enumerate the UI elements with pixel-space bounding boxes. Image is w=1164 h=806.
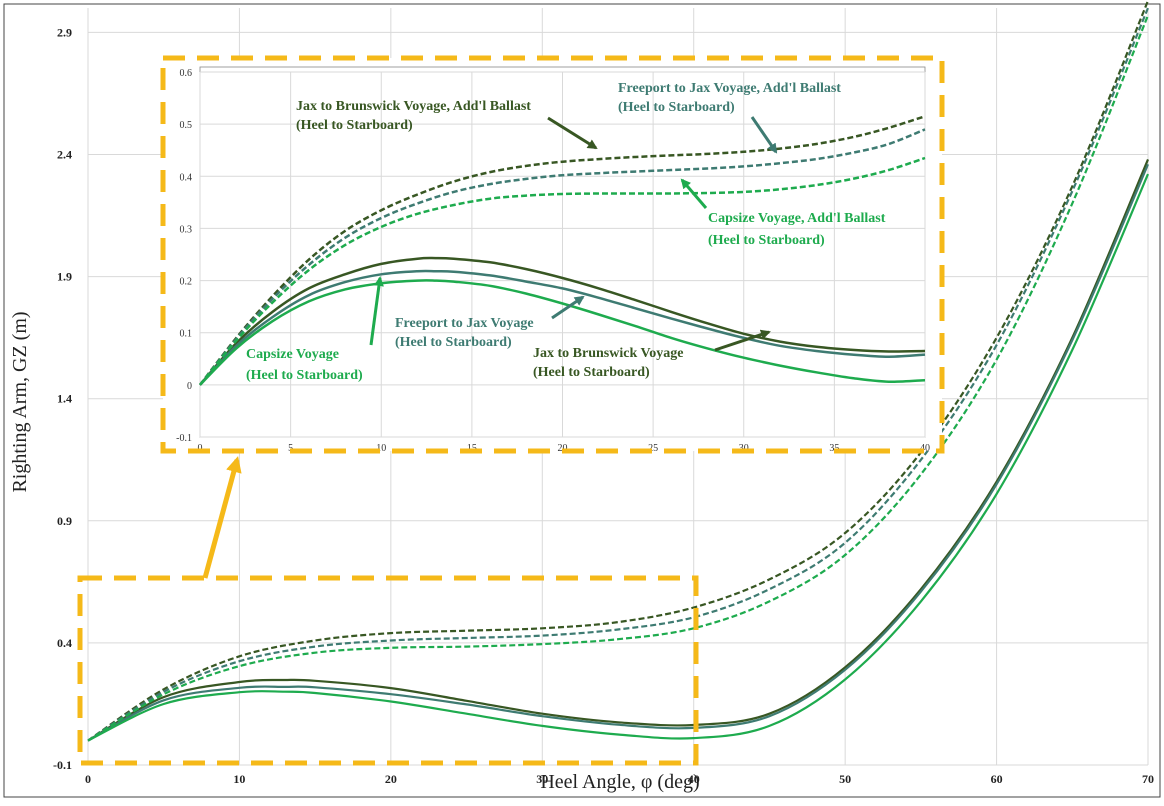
annotation-freeport: Freeport to Jax Voyage (Heel to Starboar… bbox=[395, 295, 585, 350]
annotation-jax-arrow bbox=[714, 329, 771, 352]
x-axis-label: Heel Angle, φ (deg) bbox=[540, 771, 699, 793]
inset-y-tick-label: -0.1 bbox=[176, 433, 192, 444]
annotation-capsize-ballast-arrow bbox=[680, 178, 708, 209]
annotation-freeport-ballast-line1: Freeport to Jax Voyage, Add'l Ballast bbox=[618, 81, 841, 96]
inset-series-jax-solid bbox=[199, 256, 926, 386]
main-series-freeport-solid bbox=[87, 163, 1150, 742]
annotation-jax-ballast-line1: Jax to Brunswick Voyage, Add'l Ballast bbox=[296, 99, 531, 114]
inset-series-freeport-solid bbox=[199, 269, 926, 386]
main-series-jax-dashed bbox=[87, 0, 1150, 742]
inset-y-tick-label: 0.2 bbox=[180, 277, 193, 288]
inset-border-box bbox=[160, 55, 945, 454]
inset-y-tick-label: 0 bbox=[187, 381, 192, 392]
main-series-freeport-dashed bbox=[87, 7, 1150, 742]
inset-series-capsize-solid bbox=[199, 279, 926, 386]
main-x-tick-label: 70 bbox=[1142, 772, 1154, 786]
inset-x-tick-label: 40 bbox=[920, 443, 930, 454]
inset-series-jax-dashed bbox=[199, 115, 926, 386]
annotation-jax-ballast: Jax to Brunswick Voyage, Add'l Ballast (… bbox=[296, 99, 598, 150]
main-y-tick-label: 1.9 bbox=[57, 270, 72, 284]
main-plot-frame bbox=[3, 3, 1161, 798]
annotation-freeport-line2: (Heel to Starboard) bbox=[395, 335, 512, 350]
annotation-capsize-ballast-line1: Capsize Voyage, Add'l Ballast bbox=[708, 211, 886, 226]
main-x-tick-label: 0 bbox=[85, 772, 91, 786]
main-x-tick-label: 30 bbox=[536, 772, 548, 786]
inset-y-tick-label: 0.1 bbox=[180, 329, 193, 340]
inset-y-tick-label: 0.3 bbox=[180, 224, 193, 235]
annotation-capsize-ballast-line2: (Heel to Starboard) bbox=[708, 233, 825, 248]
annotation-jax: Jax to Brunswick Voyage (Heel to Starboa… bbox=[533, 329, 771, 380]
main-y-tick-label: 0.9 bbox=[57, 514, 72, 528]
annotation-freeport-ballast-arrow bbox=[750, 116, 778, 154]
main-x-tick-label: 50 bbox=[839, 772, 851, 786]
inset-series-capsize-dashed bbox=[199, 156, 926, 386]
annotation-capsize-ballast: Capsize Voyage, Add'l Ballast (Heel to S… bbox=[680, 178, 886, 248]
main-y-tick-label: 2.9 bbox=[57, 25, 72, 39]
annotation-capsize-arrow bbox=[369, 276, 384, 346]
inset-x-tick-label: 10 bbox=[376, 443, 386, 454]
inset-y-tick-label: 0.6 bbox=[180, 68, 193, 79]
main-x-tick-label: 40 bbox=[688, 772, 700, 786]
annotation-freeport-line1: Freeport to Jax Voyage bbox=[395, 316, 534, 331]
main-series-jax-solid bbox=[87, 158, 1150, 742]
annotation-capsize-line1: Capsize Voyage bbox=[246, 347, 339, 362]
main-x-tick-label: 20 bbox=[385, 772, 397, 786]
inset-y-tick-label: 0.5 bbox=[180, 120, 193, 131]
annotation-freeport-ballast: Freeport to Jax Voyage, Add'l Ballast (H… bbox=[618, 81, 841, 154]
annotation-jax-ballast-line2: (Heel to Starboard) bbox=[296, 118, 413, 133]
inset-series-freeport-dashed bbox=[199, 128, 926, 386]
inset-y-tick-label: 0.4 bbox=[180, 172, 193, 183]
annotation-jax-line1: Jax to Brunswick Voyage bbox=[533, 346, 684, 361]
main-series-capsize-dashed bbox=[87, 14, 1150, 742]
main-y-tick-label: 2.4 bbox=[57, 148, 72, 162]
annotation-capsize-line2: (Heel to Starboard) bbox=[246, 368, 363, 383]
annotation-jax-line2: (Heel to Starboard) bbox=[533, 365, 650, 380]
main-x-tick-label: 10 bbox=[233, 772, 245, 786]
main-x-tick-label: 60 bbox=[991, 772, 1003, 786]
annotation-freeport-arrow bbox=[551, 295, 585, 320]
annotation-freeport-ballast-line2: (Heel to Starboard) bbox=[618, 100, 735, 115]
annotation-jax-ballast-arrow bbox=[547, 116, 598, 150]
inset-x-tick-label: 25 bbox=[648, 443, 658, 454]
main-series-capsize-solid bbox=[87, 173, 1150, 742]
annotation-capsize: Capsize Voyage (Heel to Starboard) bbox=[246, 276, 384, 383]
y-axis-label: Righting Arm, GZ (m) bbox=[9, 311, 31, 492]
main-y-tick-label: 0.4 bbox=[57, 636, 72, 650]
zoom-arrow bbox=[202, 456, 242, 579]
main-y-tick-label: -0.1 bbox=[53, 758, 72, 772]
zoom-region-box bbox=[77, 575, 699, 766]
main-y-tick-label: 1.4 bbox=[57, 392, 72, 406]
